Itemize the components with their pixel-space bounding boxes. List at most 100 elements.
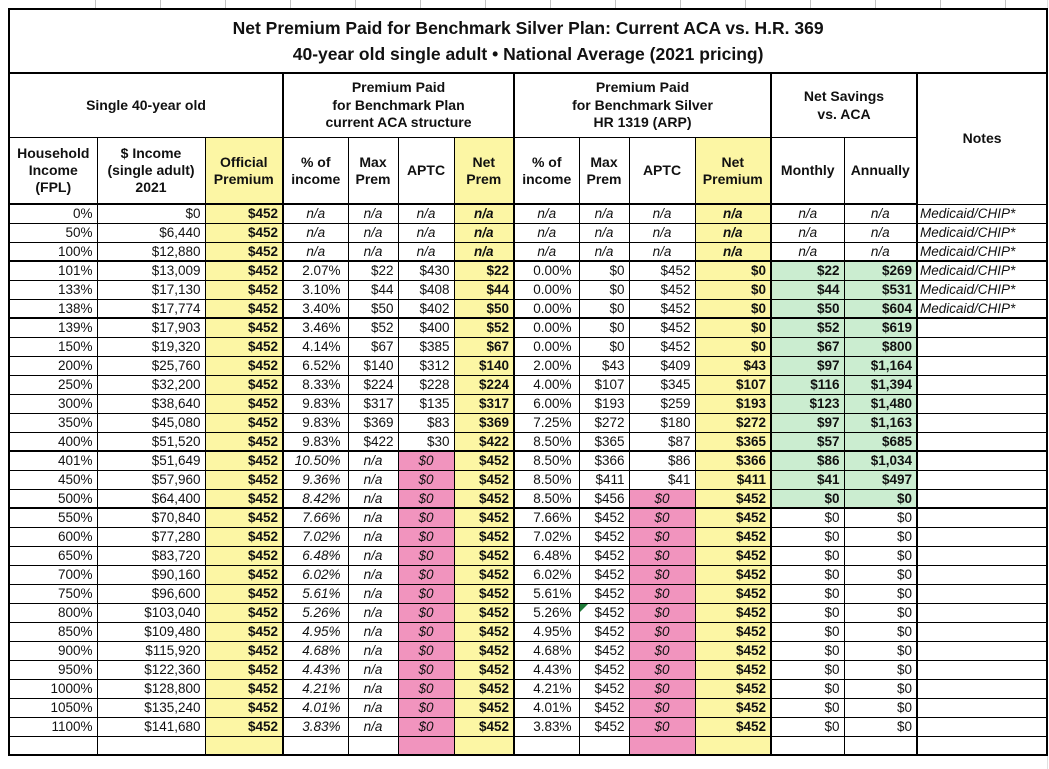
official-premium-cell[interactable]: $452 xyxy=(204,450,284,471)
notes-cell[interactable] xyxy=(916,336,1048,357)
savings-monthly-cell[interactable]: $0 xyxy=(770,659,845,680)
aca-aptc-cell[interactable]: $228 xyxy=(397,374,455,395)
income-cell[interactable] xyxy=(96,735,206,756)
arp-max-prem-cell[interactable]: $0 xyxy=(578,279,630,300)
aca-aptc-cell[interactable]: $402 xyxy=(397,298,455,319)
official-premium-cell[interactable]: $452 xyxy=(204,488,284,509)
arp-aptc-cell[interactable]: $0 xyxy=(628,716,696,737)
savings-monthly-cell[interactable]: $86 xyxy=(770,450,845,471)
arp-pct-income-cell[interactable]: 7.02% xyxy=(513,526,580,547)
aca-net-prem-cell[interactable]: $452 xyxy=(453,697,515,718)
arp-net-premium-cell[interactable]: n/a xyxy=(694,222,772,243)
aca-pct-income-cell[interactable]: 3.40% xyxy=(282,298,349,319)
arp-net-premium-cell[interactable]: $366 xyxy=(694,450,772,471)
income-cell[interactable]: $0 xyxy=(96,203,206,224)
savings-monthly-cell[interactable]: $97 xyxy=(770,412,845,433)
aca-max-prem-cell[interactable]: $52 xyxy=(347,317,399,338)
savings-monthly-cell[interactable]: $0 xyxy=(770,697,845,718)
arp-net-premium-cell[interactable]: $0 xyxy=(694,298,772,319)
income-cell[interactable]: $70,840 xyxy=(96,507,206,528)
savings-annually-cell[interactable]: n/a xyxy=(843,241,918,262)
aca-aptc-cell[interactable]: $135 xyxy=(397,393,455,414)
official-premium-cell[interactable]: $452 xyxy=(204,640,284,661)
notes-cell[interactable]: Medicaid/CHIP* xyxy=(916,203,1048,224)
arp-max-prem-cell[interactable]: $452 xyxy=(578,602,630,623)
arp-pct-income-cell[interactable]: n/a xyxy=(513,203,580,224)
official-premium-cell[interactable]: $452 xyxy=(204,241,284,262)
aca-net-prem-cell[interactable]: $452 xyxy=(453,621,515,642)
arp-aptc-cell[interactable]: $0 xyxy=(628,640,696,661)
column-header-official-premium[interactable]: Official Premium xyxy=(204,137,284,205)
aca-net-prem-cell[interactable]: $452 xyxy=(453,450,515,471)
fpl-cell[interactable]: 850% xyxy=(8,621,98,642)
aca-pct-income-cell[interactable]: 4.68% xyxy=(282,640,349,661)
savings-annually-cell[interactable]: n/a xyxy=(843,222,918,243)
arp-aptc-cell[interactable]: $0 xyxy=(628,659,696,680)
arp-net-premium-cell[interactable]: $193 xyxy=(694,393,772,414)
aca-max-prem-cell[interactable]: n/a xyxy=(347,469,399,490)
aca-pct-income-cell[interactable]: 8.42% xyxy=(282,488,349,509)
arp-max-prem-cell[interactable]: $452 xyxy=(578,545,630,566)
notes-cell[interactable] xyxy=(916,564,1048,585)
arp-net-premium-cell[interactable]: $0 xyxy=(694,336,772,357)
arp-net-premium-cell[interactable]: $452 xyxy=(694,488,772,509)
aca-aptc-cell[interactable]: $385 xyxy=(397,336,455,357)
fpl-cell[interactable]: 138% xyxy=(8,298,98,319)
aca-max-prem-cell[interactable]: n/a xyxy=(347,621,399,642)
savings-annually-cell[interactable]: $0 xyxy=(843,716,918,737)
arp-aptc-cell[interactable]: $0 xyxy=(628,602,696,623)
aca-net-prem-cell[interactable] xyxy=(453,735,515,756)
arp-max-prem-cell[interactable] xyxy=(578,735,630,756)
arp-pct-income-cell[interactable]: 7.66% xyxy=(513,507,580,528)
aca-net-prem-cell[interactable]: $452 xyxy=(453,716,515,737)
fpl-cell[interactable]: 500% xyxy=(8,488,98,509)
arp-pct-income-cell[interactable]: 8.50% xyxy=(513,431,580,452)
savings-annually-cell[interactable]: $0 xyxy=(843,545,918,566)
savings-annually-cell[interactable]: $800 xyxy=(843,336,918,357)
arp-net-premium-cell[interactable]: $452 xyxy=(694,640,772,661)
official-premium-cell[interactable]: $452 xyxy=(204,507,284,528)
notes-cell[interactable] xyxy=(916,659,1048,680)
aca-pct-income-cell[interactable]: n/a xyxy=(282,241,349,262)
income-cell[interactable]: $6,440 xyxy=(96,222,206,243)
arp-max-prem-cell[interactable]: $452 xyxy=(578,659,630,680)
savings-monthly-cell[interactable]: $50 xyxy=(770,298,845,319)
income-cell[interactable]: $51,520 xyxy=(96,431,206,452)
column-header-income[interactable]: $ Income (single adult) 2021 xyxy=(96,137,206,205)
arp-max-prem-cell[interactable]: $452 xyxy=(578,507,630,528)
aca-max-prem-cell[interactable]: n/a xyxy=(347,222,399,243)
notes-cell[interactable] xyxy=(916,621,1048,642)
official-premium-cell[interactable]: $452 xyxy=(204,431,284,452)
arp-aptc-cell[interactable] xyxy=(628,735,696,756)
aca-net-prem-cell[interactable]: $52 xyxy=(453,317,515,338)
aca-pct-income-cell[interactable]: 8.33% xyxy=(282,374,349,395)
official-premium-cell[interactable]: $452 xyxy=(204,469,284,490)
arp-aptc-cell[interactable]: $0 xyxy=(628,488,696,509)
arp-aptc-cell[interactable]: n/a xyxy=(628,203,696,224)
arp-max-prem-cell[interactable]: $411 xyxy=(578,469,630,490)
fpl-cell[interactable]: 50% xyxy=(8,222,98,243)
aca-aptc-cell[interactable]: $0 xyxy=(397,678,455,699)
aca-max-prem-cell[interactable]: n/a xyxy=(347,583,399,604)
notes-cell[interactable] xyxy=(916,317,1048,338)
aca-aptc-cell[interactable]: $0 xyxy=(397,621,455,642)
fpl-cell[interactable]: 1050% xyxy=(8,697,98,718)
aca-net-prem-cell[interactable]: $452 xyxy=(453,564,515,585)
aca-pct-income-cell[interactable]: 4.43% xyxy=(282,659,349,680)
notes-cell[interactable] xyxy=(916,393,1048,414)
arp-pct-income-cell[interactable]: 4.95% xyxy=(513,621,580,642)
fpl-cell[interactable]: 700% xyxy=(8,564,98,585)
arp-aptc-cell[interactable]: $0 xyxy=(628,583,696,604)
income-cell[interactable]: $115,920 xyxy=(96,640,206,661)
arp-max-prem-cell[interactable]: $366 xyxy=(578,450,630,471)
aca-max-prem-cell[interactable]: n/a xyxy=(347,602,399,623)
fpl-cell[interactable]: 450% xyxy=(8,469,98,490)
arp-pct-income-cell[interactable]: 6.48% xyxy=(513,545,580,566)
notes-cell[interactable]: Medicaid/CHIP* xyxy=(916,241,1048,262)
savings-monthly-cell[interactable]: $97 xyxy=(770,355,845,376)
column-header-notes[interactable]: Notes xyxy=(916,72,1048,205)
arp-max-prem-cell[interactable]: $107 xyxy=(578,374,630,395)
arp-pct-income-cell[interactable]: 6.00% xyxy=(513,393,580,414)
arp-pct-income-cell[interactable]: 0.00% xyxy=(513,336,580,357)
arp-max-prem-cell[interactable]: n/a xyxy=(578,222,630,243)
